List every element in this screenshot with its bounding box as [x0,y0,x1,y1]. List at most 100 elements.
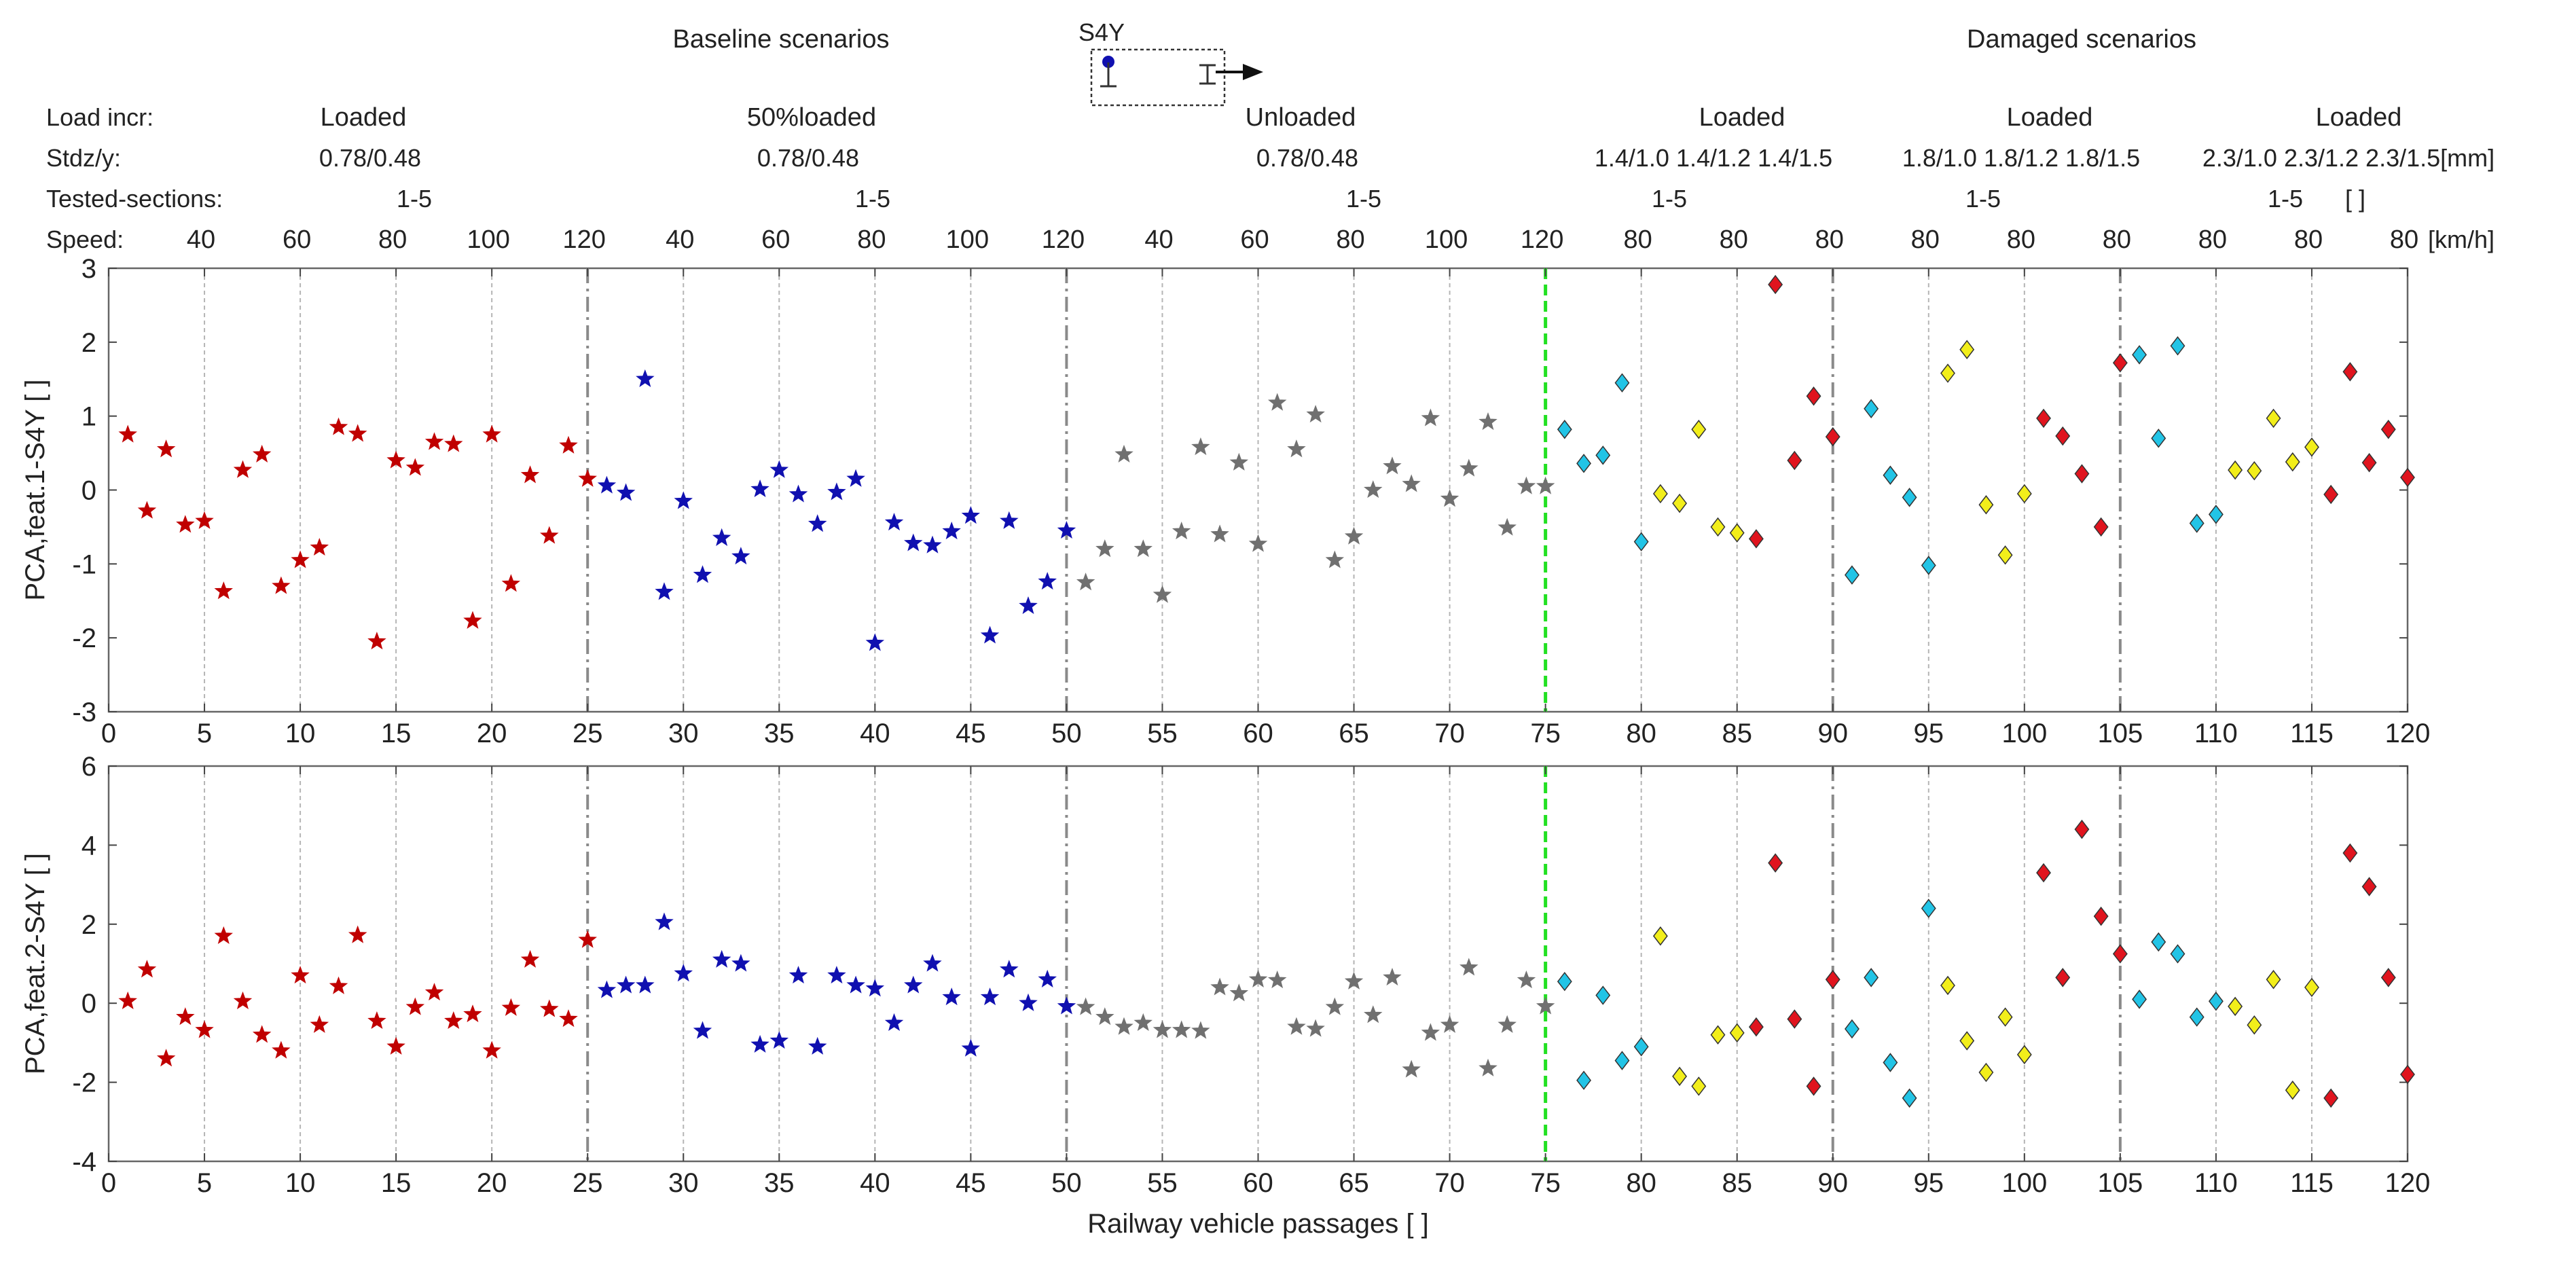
data-point-star [137,960,157,978]
speed-row: 40 60 80 100 120 40 60 80 100 120 40 60 80 100 120 80 80… [187,225,2495,254]
x-tick-label: 40 [860,719,890,748]
sensor-label: S4Y [1078,18,1125,46]
row-label-stdz: Stdz/y: [46,144,121,172]
speed-tick-label: 120 [1521,225,1563,254]
data-point-star [616,975,636,994]
data-point-star [214,581,233,600]
data-point-star [1076,997,1095,1015]
x-tick-label: 35 [764,719,795,748]
data-point-star [559,435,578,454]
plot-feat2: 0 5 10 15 20 25 30 35 40 45 50 55 60 65 70 75 80 85 90 95 10… [20,752,2430,1239]
data-point-star [291,550,310,568]
data-point-star [1133,1013,1153,1031]
data-point-star [1095,539,1114,558]
data-point-star [1000,511,1019,529]
data-point-star [942,987,961,1006]
speed-tick-label: 40 [187,225,215,254]
y-tick-label: 0 [81,476,96,506]
plot-feat1: 0 5 10 15 20 25 30 35 40 45 50 55 60 65 70 75 80 85 90 95 10… [20,254,2430,748]
data-point-star [1287,439,1306,458]
data-point-star [1287,1017,1306,1035]
y-tick-label: -4 [72,1147,96,1177]
data-point-diamond [2132,990,2147,1009]
y-tick-label: 2 [81,910,96,940]
data-point-star [233,991,253,1009]
data-point-star [1038,969,1057,987]
group-stdz: 0.78/0.48 [1256,144,1358,172]
x-tick-label: 95 [1914,719,1944,748]
data-point-diamond [2285,1081,2300,1100]
data-point-star [1019,596,1038,615]
x-tick-label: 95 [1914,1168,1944,1198]
data-point-star [329,417,348,435]
data-point-diamond [2112,353,2128,373]
data-point-star [540,999,559,1017]
speed-tick-label: 100 [946,225,989,254]
data-point-star [329,976,348,994]
data-point-diamond [1978,1062,1994,1083]
x-tick-label: 75 [1530,1168,1561,1198]
data-point-star [156,439,176,458]
group-stdz: 0.78/0.48 [319,144,421,172]
x-tick-label: 80 [1626,1168,1656,1198]
data-point-diamond [1672,1066,1688,1087]
x-tick-label: 55 [1147,1168,1178,1198]
data-point-diamond [2400,1064,2415,1085]
x-tick-label: 115 [2290,1168,2334,1198]
speed-tick-label: 60 [283,225,311,254]
data-point-diamond [1595,985,1611,1005]
data-point-star [1383,967,1402,986]
data-point-diamond [1614,373,1630,393]
speed-tick-label: 120 [563,225,606,254]
data-point-diamond [1902,488,1917,507]
data-point-star [463,1004,482,1023]
data-point-diamond [1576,454,1591,473]
data-point-diamond [1595,446,1611,465]
data-point-star [808,514,827,532]
x-tick-label: 110 [2194,1168,2238,1198]
data-point-diamond [1729,523,1745,543]
data-point-diamond [1710,1025,1726,1045]
data-point-star [501,998,521,1016]
data-point-star [865,979,885,997]
x-tick-label: 85 [1722,719,1752,748]
x-tick-label: 60 [1243,1168,1273,1198]
speed-tick-label: 80 [2294,225,2323,254]
x-tick-label: 65 [1339,719,1369,748]
data-point-star [137,501,157,519]
data-point-star [1421,1023,1440,1041]
data-point-star [367,1011,386,1030]
data-point-star [1133,539,1153,558]
x-tick-label: 30 [668,1168,699,1198]
speed-tick-label: 80 [1624,225,1652,254]
data-point-star [769,460,789,478]
data-point-star [310,537,329,556]
group-load: Loaded [321,103,407,132]
data-point-star [578,930,597,948]
y-tick-label: -1 [72,549,96,579]
data-point-diamond [2304,437,2319,457]
group-sections: 1-5 [1652,185,1687,213]
data-point-star [1306,405,1325,423]
data-point-star [942,521,961,540]
data-point-star [1229,452,1249,471]
x-tick-label: 10 [285,1168,316,1198]
data-point-star [846,469,865,487]
data-point-star [463,611,482,629]
speed-tick-label: 80 [2390,225,2418,254]
data-point-diamond [1557,420,1572,439]
data-point-diamond [2016,484,2032,504]
data-point-diamond [1652,926,1668,946]
data-point-star [386,450,405,469]
data-point-diamond [2151,429,2166,448]
data-point-star [1459,958,1479,976]
data-point-star [348,424,367,442]
y-tick-label: 3 [81,254,96,284]
x-tick-label: 65 [1339,1168,1369,1198]
data-point-star [655,912,674,930]
x-tick-label: 70 [1434,719,1465,748]
data-point-diamond [2228,996,2243,1017]
data-point-star [1229,983,1249,1002]
speed-tick-label: 100 [1425,225,1468,254]
